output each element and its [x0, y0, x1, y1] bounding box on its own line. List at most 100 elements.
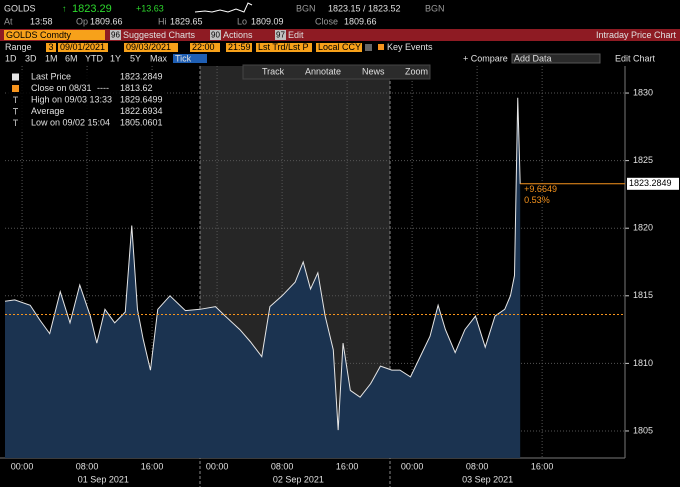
period-button[interactable]: Max — [150, 53, 168, 63]
dropdown[interactable] — [365, 44, 372, 51]
last: 1823.29 — [72, 3, 112, 15]
y-tick-label: 1825 — [633, 155, 653, 165]
legend-label: Last Price — [31, 71, 71, 81]
end-date[interactable]: 09/03/2021 — [126, 42, 171, 52]
x-group-label: 03 Sep 2021 — [462, 474, 513, 484]
x-tick-label: 16:00 — [141, 461, 164, 471]
key-events[interactable]: Key Events — [387, 42, 433, 52]
period-button[interactable]: YTD — [85, 53, 104, 63]
stat-value: 1809.66 — [90, 16, 123, 26]
checkbox[interactable] — [378, 44, 384, 50]
period-button[interactable]: 1M — [45, 53, 58, 63]
stat-value: 1829.65 — [170, 16, 203, 26]
menu-item[interactable]: Edit — [288, 30, 304, 40]
legend-box — [8, 70, 166, 130]
source: BGN — [425, 3, 445, 13]
tool[interactable]: Track — [262, 66, 285, 76]
legend: Last Price 1823.2849 Close on 08/31 ---- 181… — [12, 71, 163, 127]
y-tick-label: 1805 — [633, 425, 653, 435]
sparkline — [194, 2, 253, 13]
field[interactable]: Lst Trd/Lst P — [258, 42, 309, 52]
input[interactable] — [256, 43, 312, 52]
legend-swatch — [12, 73, 19, 81]
start-date[interactable]: 09/01/2021 — [60, 42, 105, 52]
menu-item[interactable]: Suggested Charts — [123, 30, 196, 40]
period[interactable]: 3 — [48, 42, 53, 52]
menu-key-box[interactable] — [110, 30, 121, 40]
period-button[interactable]: Tick — [175, 53, 192, 63]
x-tick-label: 16:00 — [336, 461, 359, 471]
tool[interactable]: Zoom — [405, 66, 428, 76]
period-button[interactable]: 5Y — [130, 53, 141, 63]
input[interactable] — [46, 43, 56, 52]
menu-key[interactable]: 90 — [211, 31, 220, 40]
input[interactable] — [190, 43, 220, 52]
menu-item[interactable]: Actions — [223, 30, 253, 40]
range-label: Range — [5, 42, 32, 52]
period-button[interactable]: 1Y — [110, 53, 121, 63]
stat-value: 1809.09 — [251, 16, 284, 26]
menu-key[interactable]: 97 — [276, 31, 285, 40]
x-group-label: 01 Sep 2021 — [78, 474, 129, 484]
security[interactable]: GOLDS Comdty — [6, 30, 72, 40]
stat-label: Close — [315, 16, 338, 26]
legend-value: 1829.6499 — [120, 94, 163, 104]
stats-bar: At 13:58 Op 1809.66 Hi 1829.65 Lo 1809.09 Close 1… — [4, 16, 377, 26]
stat-value: 13:58 — [30, 16, 53, 26]
period-buttons: 1D 3D 1M 6M YTD 1Y 5Y Max Tick — [5, 53, 207, 63]
period-active[interactable] — [173, 54, 207, 63]
period-button[interactable]: 3D — [25, 53, 37, 63]
menu-key-box[interactable] — [210, 30, 221, 40]
edit-chart[interactable]: Edit Chart — [615, 53, 656, 63]
plot: 00:00 08:00 16:00 00:00 08:00 16:00 00:00 08:00… — [0, 66, 679, 487]
input[interactable] — [124, 43, 178, 52]
stat-label: Lo — [237, 16, 247, 26]
menu-items: 96 Suggested Charts 90 Actions 97 Edit — [110, 30, 304, 40]
start-time[interactable]: 22:00 — [192, 42, 215, 52]
legend-label: Close on 08/31 — [31, 83, 92, 93]
legend-label: High on 09/03 13:33 — [31, 94, 112, 104]
currency[interactable]: Local CCY — [318, 42, 361, 52]
input[interactable] — [58, 43, 108, 52]
change-annotation: +9.6649 — [524, 184, 557, 194]
legend-style: ---- — [97, 83, 109, 93]
legend-label: Average — [31, 106, 64, 116]
legend-value: 1813.62 — [120, 83, 153, 93]
compare[interactable]: + Compare — [463, 53, 508, 63]
add-data[interactable]: Add Data — [514, 53, 552, 63]
y-tick-label: 1810 — [633, 358, 653, 368]
y-tick-label: 1815 — [633, 290, 653, 300]
y-tick-label: 1830 — [633, 87, 653, 97]
menu-key-box[interactable] — [275, 30, 286, 40]
input[interactable] — [226, 43, 252, 52]
end-time[interactable]: 21:59 — [228, 42, 251, 52]
x-tick-label: 00:00 — [11, 461, 34, 471]
direction: ↑ — [62, 3, 67, 13]
legend-label: Low on 09/02 15:04 — [31, 117, 110, 127]
x-tick-label: 08:00 — [271, 461, 294, 471]
legend-icon — [13, 96, 18, 103]
x-tick-label: 08:00 — [466, 461, 489, 471]
input[interactable] — [316, 43, 362, 52]
tool[interactable]: News — [362, 66, 385, 76]
y-tick-label: 1820 — [633, 223, 653, 233]
tool[interactable]: Annotate — [305, 66, 341, 76]
security-box[interactable] — [4, 30, 105, 40]
toolbar-items: Track Annotate News Zoom — [262, 66, 428, 76]
x-tick-label: 00:00 — [401, 461, 424, 471]
menu-bar — [0, 29, 680, 41]
stat-label: At — [4, 16, 13, 26]
stat-label: Op — [76, 16, 88, 26]
function-title: Intraday Price Chart — [596, 30, 677, 40]
source: BGN — [296, 3, 316, 13]
bid-ask: 1823.15 / 1823.52 — [328, 3, 401, 13]
period-button[interactable]: 6M — [65, 53, 78, 63]
x-tick-label: 16:00 — [531, 461, 554, 471]
stat-value: 1809.66 — [344, 16, 377, 26]
add-data-box[interactable] — [511, 53, 601, 64]
period-button[interactable]: 1D — [5, 53, 17, 63]
menu-key[interactable]: 96 — [111, 31, 120, 40]
legend-icon — [13, 108, 18, 115]
change-annotation: 0.53% — [524, 195, 550, 205]
